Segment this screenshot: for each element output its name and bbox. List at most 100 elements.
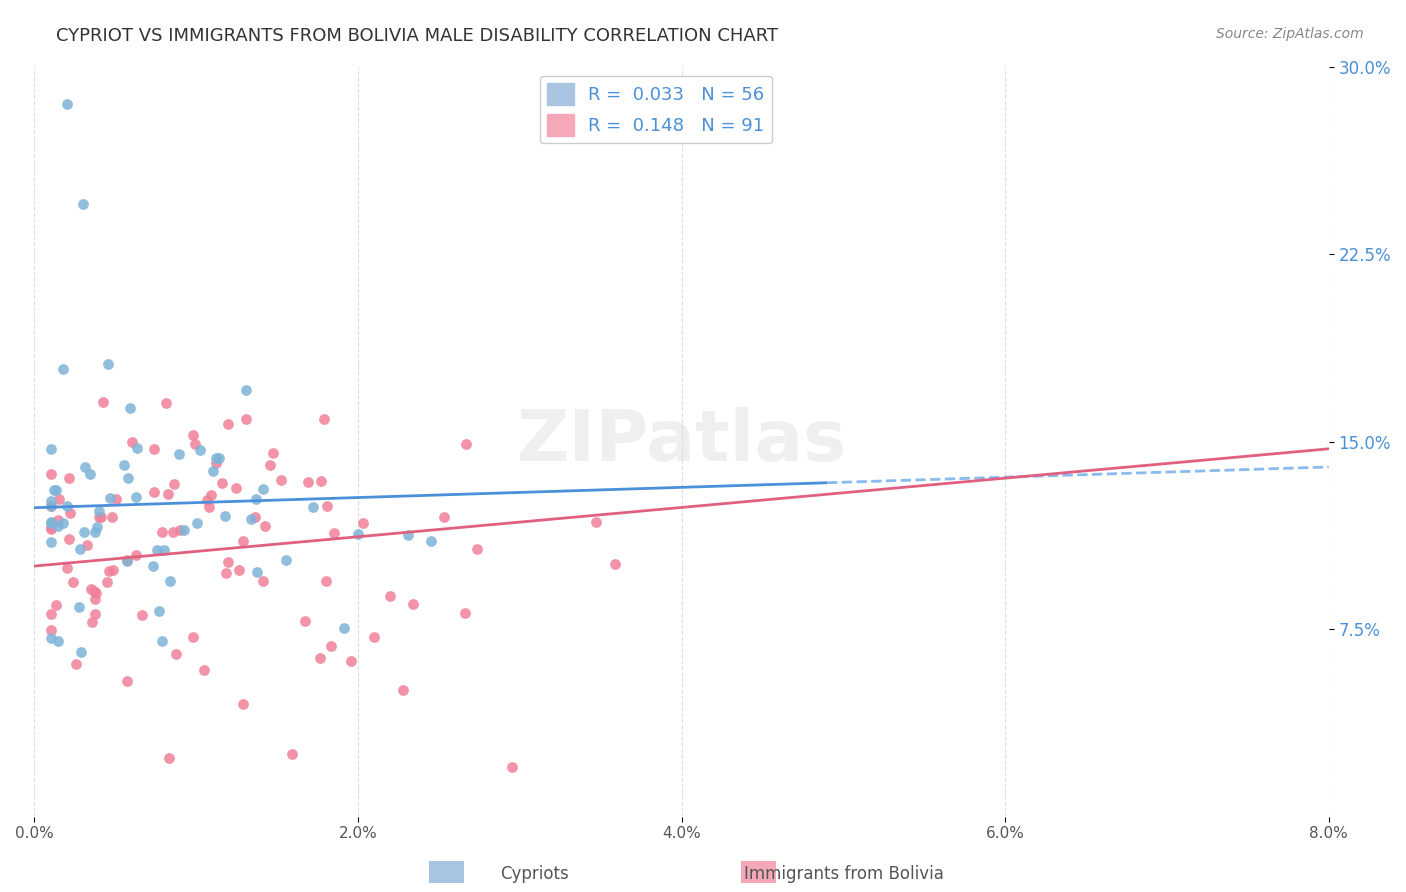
Point [211, 476, 233, 491]
Point [501, 759, 523, 773]
Point [195, 493, 218, 508]
Point [82, 615, 104, 630]
Point [56, 499, 79, 513]
Point [259, 458, 281, 472]
Point [58, 506, 80, 520]
Point [314, 412, 336, 426]
Point [302, 500, 325, 514]
Point [72, 197, 94, 211]
Point [45, 483, 67, 497]
Point [262, 446, 284, 460]
Point [69, 541, 91, 556]
Point [465, 542, 488, 557]
Point [294, 614, 316, 628]
Point [346, 527, 368, 541]
Point [118, 401, 141, 416]
Point [39, 499, 62, 513]
Point [44, 483, 66, 498]
Point [97, 564, 120, 578]
Point [153, 543, 176, 558]
Point [454, 606, 477, 620]
Point [93, 394, 115, 409]
Point [181, 427, 204, 442]
Point [39, 467, 62, 481]
Point [232, 697, 254, 711]
Point [96, 575, 118, 590]
Point [202, 464, 225, 478]
Point [84, 592, 107, 607]
Point [52, 362, 75, 376]
Point [316, 499, 339, 513]
Point [48, 513, 70, 527]
Point [131, 607, 153, 622]
Point [392, 683, 415, 698]
Point [84, 607, 107, 622]
Point [339, 654, 361, 668]
Point [159, 574, 181, 589]
Point [396, 528, 419, 542]
Legend: R =  0.033   N = 56, R =  0.148   N = 91: R = 0.033 N = 56, R = 0.148 N = 91 [540, 76, 772, 143]
Point [125, 548, 148, 562]
Point [79, 467, 101, 481]
Point [188, 442, 211, 457]
Point [48, 492, 70, 507]
Point [157, 487, 180, 501]
Point [245, 491, 267, 506]
Point [217, 555, 239, 569]
Point [252, 482, 274, 496]
Point [97, 357, 120, 371]
Point [169, 523, 191, 537]
Point [58, 471, 80, 485]
Point [73, 525, 96, 540]
Point [585, 516, 607, 530]
Point [235, 383, 257, 397]
Point [603, 558, 626, 572]
Point [228, 564, 250, 578]
Point [193, 663, 215, 677]
Point [115, 553, 138, 567]
Point [280, 747, 302, 761]
Point [205, 450, 228, 465]
Point [142, 442, 165, 456]
Point [89, 510, 111, 524]
Point [183, 437, 205, 451]
Point [246, 565, 269, 579]
Point [208, 450, 231, 465]
Text: Cypriots: Cypriots [501, 864, 568, 882]
Point [433, 509, 456, 524]
Point [142, 559, 165, 574]
Point [173, 524, 195, 538]
Point [90, 510, 112, 524]
Point [235, 412, 257, 426]
Point [252, 574, 274, 588]
Point [215, 566, 238, 580]
Point [39, 442, 62, 456]
Point [39, 632, 62, 646]
Point [117, 471, 139, 485]
Point [39, 516, 62, 530]
Point [67, 600, 90, 615]
Point [309, 650, 332, 665]
Point [39, 534, 62, 549]
Point [62, 575, 84, 590]
Point [165, 647, 187, 661]
Point [181, 630, 204, 644]
Point [124, 490, 146, 504]
Point [363, 630, 385, 644]
Point [200, 488, 222, 502]
Point [274, 553, 297, 567]
Point [225, 481, 247, 495]
Point [402, 597, 425, 611]
Point [205, 456, 228, 470]
Point [39, 516, 62, 531]
Point [146, 542, 169, 557]
Point [143, 485, 166, 500]
Point [420, 533, 443, 548]
Point [150, 634, 173, 648]
Point [55, 97, 77, 112]
Text: Source: ZipAtlas.com: Source: ZipAtlas.com [1216, 27, 1364, 41]
Point [87, 503, 110, 517]
Point [121, 435, 143, 450]
Point [309, 474, 332, 488]
Point [58, 532, 80, 546]
